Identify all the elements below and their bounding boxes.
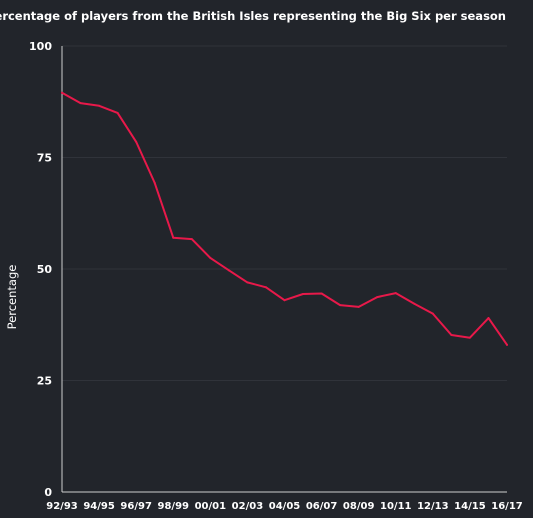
x-tick-labels: 92/93 94/95 96/97 98/99 00/01 02/03 04/05 06/07… xyxy=(46,501,523,512)
y-tick-label: 100 xyxy=(29,40,52,53)
data-point xyxy=(413,302,416,305)
data-point xyxy=(172,236,175,239)
data-point xyxy=(209,256,212,259)
x-tick-label: 00/01 xyxy=(195,501,227,512)
x-tick-label: 16/17 xyxy=(491,501,523,512)
data-point xyxy=(135,140,138,143)
x-tick-label: 14/15 xyxy=(454,501,486,512)
data-point xyxy=(431,312,434,315)
x-tick-label: 08/09 xyxy=(343,501,375,512)
data-point xyxy=(153,181,156,184)
data-point xyxy=(394,292,397,295)
x-tick-label: 92/93 xyxy=(46,501,78,512)
data-point xyxy=(339,304,342,307)
series-line xyxy=(61,91,508,346)
data-point xyxy=(302,292,305,295)
y-tick-label: 0 xyxy=(44,486,52,499)
axes xyxy=(61,46,507,493)
x-tick-label: 96/97 xyxy=(120,501,152,512)
y-tick-labels: 0 25 50 75 100 xyxy=(29,40,52,499)
data-point xyxy=(98,104,101,107)
data-point xyxy=(320,292,323,295)
data-point xyxy=(357,305,360,308)
data-point xyxy=(468,336,471,339)
y-tick-label: 50 xyxy=(37,263,53,276)
y-axis-label: Percentage xyxy=(5,265,19,330)
data-point xyxy=(79,102,82,105)
x-tick-label: 04/05 xyxy=(269,501,301,512)
data-point xyxy=(450,334,453,337)
data-point xyxy=(227,269,230,272)
x-tick-label: 98/99 xyxy=(158,501,190,512)
data-point xyxy=(487,317,490,320)
y-tick-label: 25 xyxy=(37,375,52,388)
data-point xyxy=(246,281,249,284)
x-tick-label: 12/13 xyxy=(417,501,449,512)
x-tick-label: 06/07 xyxy=(306,501,338,512)
data-point xyxy=(190,238,193,241)
data-point xyxy=(283,299,286,302)
x-tick-label: 94/95 xyxy=(83,501,115,512)
data-point xyxy=(61,91,63,94)
series-layer xyxy=(61,91,508,346)
data-point xyxy=(264,286,267,289)
chart-title: Percentage of players from the British I… xyxy=(0,9,506,23)
x-tick-label: 02/03 xyxy=(232,501,264,512)
y-tick-label: 75 xyxy=(37,152,52,165)
data-point xyxy=(376,296,379,299)
x-tick-label: 10/11 xyxy=(380,501,412,512)
gridlines xyxy=(62,45,507,381)
data-point xyxy=(116,111,119,114)
data-point xyxy=(506,343,508,346)
